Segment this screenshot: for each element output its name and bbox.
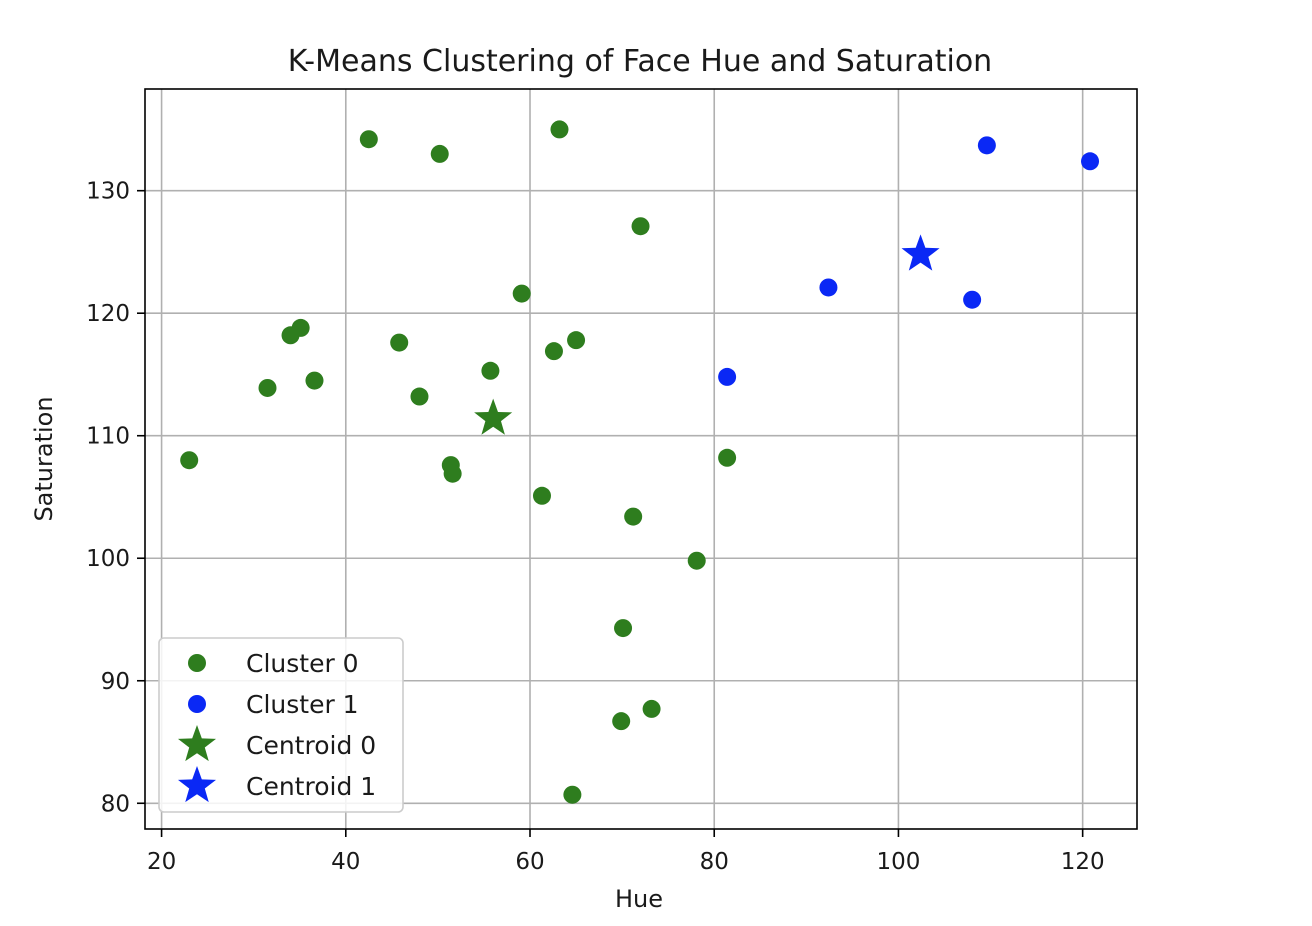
y-tick-label: 90 <box>101 669 130 695</box>
legend-label: Centroid 1 <box>246 772 376 801</box>
legend-label: Cluster 0 <box>246 649 359 678</box>
data-point-series-0 <box>624 507 643 526</box>
legend-circle-marker <box>188 695 206 713</box>
data-point-series-0 <box>532 486 551 505</box>
chart-title: K-Means Clustering of Face Hue and Satur… <box>288 44 992 79</box>
data-point-series-0 <box>642 699 661 718</box>
data-points <box>180 120 1100 804</box>
data-point-series-0 <box>180 451 199 470</box>
data-point-series-0 <box>258 378 277 397</box>
data-point-series-1 <box>963 290 982 309</box>
data-point-series-1 <box>1081 152 1100 171</box>
legend-label: Cluster 1 <box>246 690 359 719</box>
data-point-series-0 <box>612 712 631 731</box>
x-tick-label: 60 <box>515 849 544 875</box>
y-tick-label: 80 <box>101 791 130 817</box>
x-tick-label: 20 <box>147 849 176 875</box>
y-tick-label: 130 <box>86 179 130 205</box>
legend-box <box>158 637 404 813</box>
x-tick-label: 40 <box>331 849 360 875</box>
plot-frame <box>144 88 1138 830</box>
y-tick-label: 100 <box>86 546 130 572</box>
data-point-series-0 <box>481 361 500 380</box>
data-point-series-0 <box>687 551 706 570</box>
data-point-series-0 <box>443 464 462 483</box>
data-point-series-1 <box>819 278 838 297</box>
centroid-star-3 <box>901 234 940 271</box>
data-point-series-0 <box>631 217 650 236</box>
legend-label: Centroid 0 <box>246 731 376 760</box>
y-axis-ticks: 80 90 100 110 120 130 <box>86 179 145 817</box>
centroid-star-2 <box>474 398 513 435</box>
data-point-series-1 <box>718 367 737 386</box>
data-point-series-0 <box>410 387 429 406</box>
data-point-series-0 <box>291 318 310 337</box>
x-tick-label: 120 <box>1061 849 1105 875</box>
x-axis-label: Hue <box>615 885 663 913</box>
data-point-series-0 <box>567 331 586 350</box>
data-point-series-0 <box>359 130 378 149</box>
y-tick-label: 120 <box>86 301 130 327</box>
x-tick-label: 100 <box>876 849 920 875</box>
data-point-series-0 <box>614 619 633 638</box>
data-point-series-0 <box>390 333 409 352</box>
legend-circle-marker <box>188 654 206 672</box>
legend-star-marker <box>177 766 217 803</box>
data-point-series-0 <box>718 448 737 467</box>
legend-star-marker <box>177 725 217 762</box>
data-point-series-0 <box>305 371 324 390</box>
x-tick-label: 80 <box>700 849 729 875</box>
data-point-series-0 <box>550 120 569 139</box>
data-point-series-0 <box>430 144 449 163</box>
x-axis-ticks: 20 40 60 80 100 120 <box>147 829 1105 875</box>
y-tick-label: 110 <box>86 424 130 450</box>
data-point-series-0 <box>512 284 531 303</box>
legend: Cluster 0 Cluster 1 Centroid 0 Centroid 1 <box>158 637 404 813</box>
data-point-series-0 <box>563 785 582 804</box>
data-point-series-1 <box>977 136 996 155</box>
data-point-series-0 <box>544 342 563 361</box>
y-axis-label: Saturation <box>30 396 58 521</box>
